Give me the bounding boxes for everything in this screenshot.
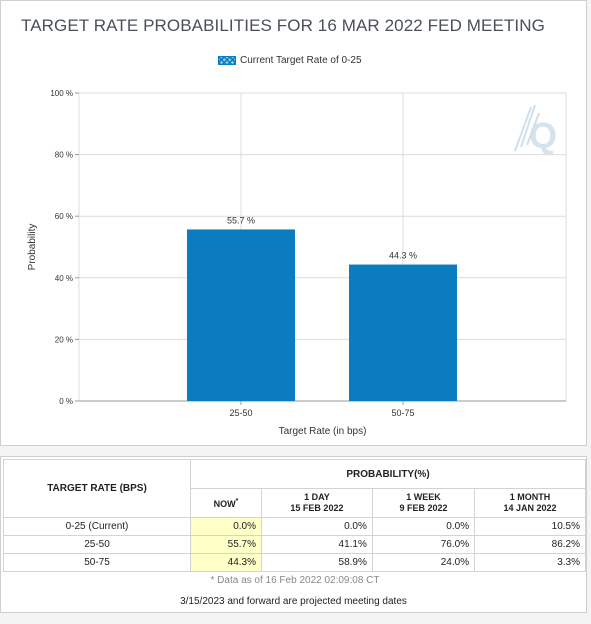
- projected-dates-note: 3/15/2023 and forward are projected meet…: [180, 596, 407, 607]
- table-row: 50-75 44.3% 58.9% 24.0% 3.3%: [3, 553, 586, 572]
- rate-header: TARGET RATE (BPS): [3, 459, 191, 518]
- y-tick-label: 60 %: [55, 212, 73, 221]
- legend-label: Current Target Rate of 0-25: [240, 54, 362, 66]
- col-1month-header: 1 MONTH 14 JAN 2022: [474, 488, 586, 518]
- row-now: 44.3%: [190, 553, 262, 572]
- x-tick-label: 25-50: [229, 408, 252, 418]
- probability-table: TARGET RATE (BPS) PROBABILITY(%) NOW* 1 …: [3, 459, 586, 588]
- row-1day: 41.1%: [261, 535, 373, 554]
- y-axis-title: Probability: [27, 224, 38, 271]
- chart-title: TARGET RATE PROBABILITIES FOR 16 MAR 202…: [21, 16, 545, 35]
- col-now-header: NOW*: [190, 488, 262, 518]
- data-as-of-note: * Data as of 16 Feb 2022 02:09:08 CT: [210, 574, 380, 586]
- col-1week-header: 1 WEEK 9 FEB 2022: [371, 488, 476, 518]
- bar-value-label: 44.3 %: [389, 251, 417, 261]
- row-1day: 0.0%: [261, 517, 373, 536]
- watermark-q-icon: Q: [514, 104, 557, 156]
- plot-area: [78, 92, 567, 402]
- bar-chart: 0 % 20 % 40 % 60 % 80 % 100 % 55.7 % 25-50 44.3 …: [27, 89, 567, 437]
- legend[interactable]: Current Target Rate of 0-25: [218, 54, 362, 66]
- row-1week: 76.0%: [371, 535, 476, 554]
- row-1month: 86.2%: [474, 535, 586, 554]
- bar-25-50: [187, 229, 295, 401]
- watermark-letter: Q: [529, 115, 557, 156]
- x-tick-label: 50-75: [391, 408, 414, 418]
- y-tick-label: 20 %: [55, 335, 73, 344]
- row-now: 0.0%: [190, 517, 262, 536]
- row-1week: 24.0%: [371, 553, 476, 572]
- row-rate: 25-50: [3, 535, 191, 554]
- x-axis-title: Target Rate (in bps): [279, 426, 367, 437]
- row-rate: 0-25 (Current): [3, 517, 191, 536]
- probability-table-panel: TARGET RATE (BPS) PROBABILITY(%) NOW* 1 …: [0, 456, 587, 613]
- y-tick-label: 0 %: [59, 397, 73, 406]
- probability-header: PROBABILITY(%): [190, 459, 586, 489]
- y-tick-label: 80 %: [55, 151, 73, 160]
- y-tick-label: 100 %: [50, 89, 73, 98]
- row-rate: 50-75: [3, 553, 191, 572]
- col-1day-header: 1 DAY 15 FEB 2022: [261, 488, 373, 518]
- row-1month: 10.5%: [474, 517, 586, 536]
- table-row: 25-50 55.7% 41.1% 76.0% 86.2%: [3, 535, 586, 554]
- bar-50-75: [349, 264, 457, 401]
- y-tick-label: 40 %: [55, 274, 73, 283]
- bar-value-label: 55.7 %: [227, 215, 255, 225]
- row-1month: 3.3%: [474, 553, 586, 572]
- row-now: 55.7%: [190, 535, 262, 554]
- chart-panel: TARGET RATE PROBABILITIES FOR 16 MAR 202…: [0, 0, 587, 446]
- row-1week: 0.0%: [371, 517, 476, 536]
- legend-swatch: [218, 55, 236, 65]
- table-row: 0-25 (Current) 0.0% 0.0% 0.0% 10.5%: [3, 517, 586, 536]
- row-1day: 58.9%: [261, 553, 373, 572]
